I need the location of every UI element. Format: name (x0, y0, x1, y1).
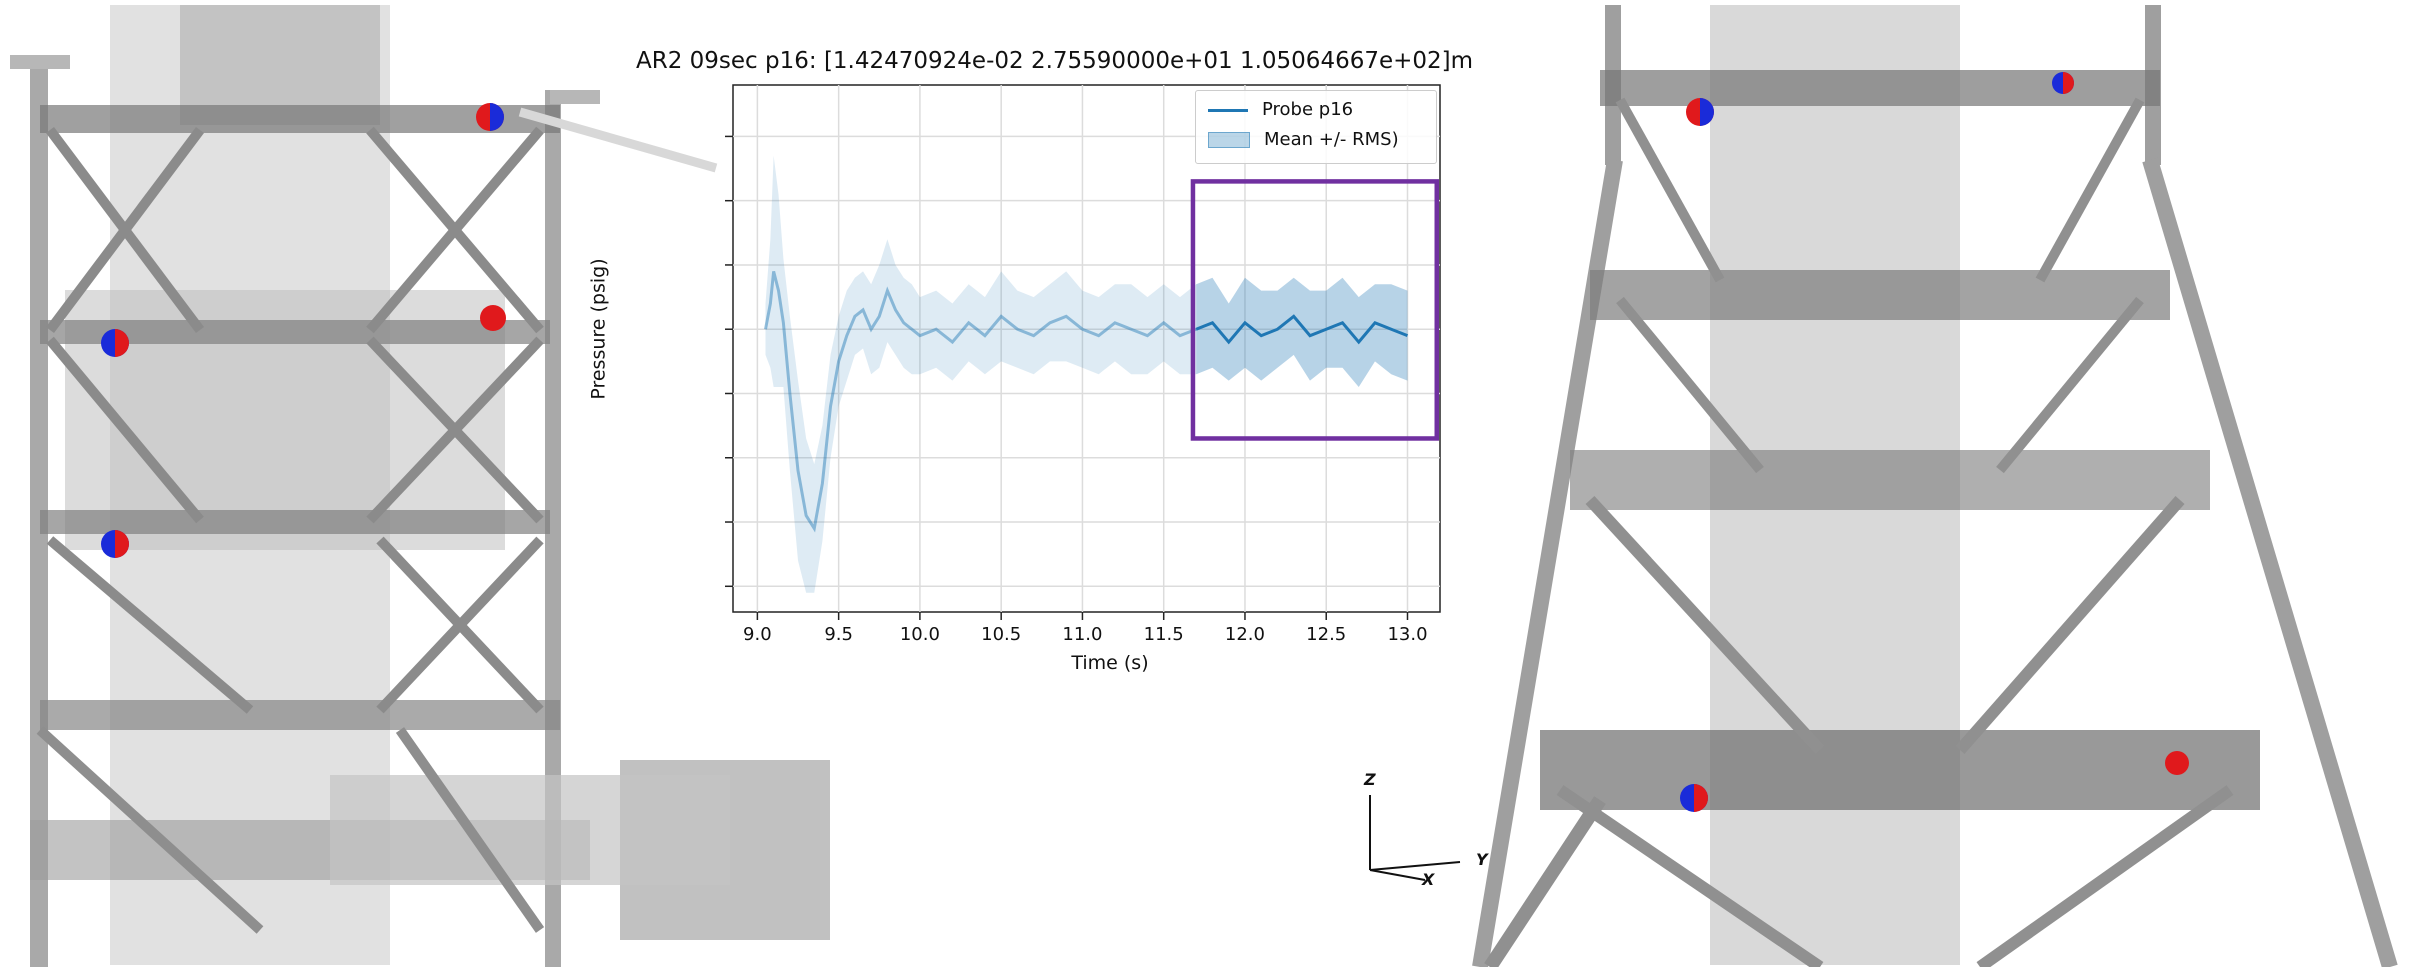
rms-band-segment (1196, 277, 1408, 388)
x-tick-label: 11.5 (1143, 624, 1184, 645)
gridlines (725, 85, 1440, 612)
axis-y-label: Y (1476, 850, 1488, 869)
x-tick-label: 9.0 (743, 624, 772, 645)
highlight-window (1190, 179, 1439, 441)
probe-callout-line (518, 107, 718, 173)
x-tick-label: 10.0 (899, 624, 940, 645)
y-axis-label: Pressure (psig) (587, 258, 610, 400)
right-probe-markers (1680, 72, 2189, 812)
rms-band-segment (765, 155, 1197, 593)
chart-title: AR2 09sec p16: [1.42470924e-02 2.7559000… (636, 48, 1474, 74)
probe-marker-half (115, 329, 129, 357)
left-tower-structure (0, 0, 830, 967)
x-tick-label: 12.0 (1224, 624, 1265, 645)
plot-area (725, 84, 1441, 620)
probe-marker (480, 305, 506, 331)
rms-band (765, 155, 1408, 593)
x-tick-label: 12.5 (1306, 624, 1347, 645)
legend: Probe p16 Mean +/- RMS) (1195, 90, 1437, 164)
x-tick-label: 10.5 (981, 624, 1022, 645)
plot-frame (732, 84, 1441, 613)
right-tower-structure (1472, 5, 2398, 967)
axis-z-label: Z (1364, 770, 1376, 789)
probe-marker-half (1700, 98, 1714, 126)
series-lines (764, 271, 1409, 533)
x-tick-label: 9.5 (824, 624, 853, 645)
probe-marker-half (1694, 784, 1708, 812)
left-probe-markers (101, 103, 506, 558)
axis-x-label: X (1422, 870, 1435, 889)
orientation-axes (1369, 795, 1461, 881)
legend-entry-band: Mean +/- RMS) (1208, 129, 1399, 155)
series-line-segment (1195, 314, 1409, 345)
x-ticks (756, 612, 1409, 620)
probe-marker-half (490, 103, 504, 131)
legend-line-swatch (1208, 108, 1248, 112)
probe-marker (2165, 751, 2189, 775)
legend-label-rms: Mean +/- RMS) (1264, 129, 1399, 150)
x-tick-label: 13.0 (1387, 624, 1428, 645)
probe-marker-half (2063, 72, 2074, 94)
x-axis-label: Time (s) (1071, 652, 1149, 674)
x-tick-label: 11.0 (1062, 624, 1103, 645)
probe-marker-half (115, 530, 129, 558)
legend-label-probe: Probe p16 (1262, 99, 1354, 120)
legend-entry-line: Probe p16 (1208, 99, 1353, 125)
series-line-segment (764, 271, 1197, 533)
legend-band-swatch (1208, 132, 1250, 148)
